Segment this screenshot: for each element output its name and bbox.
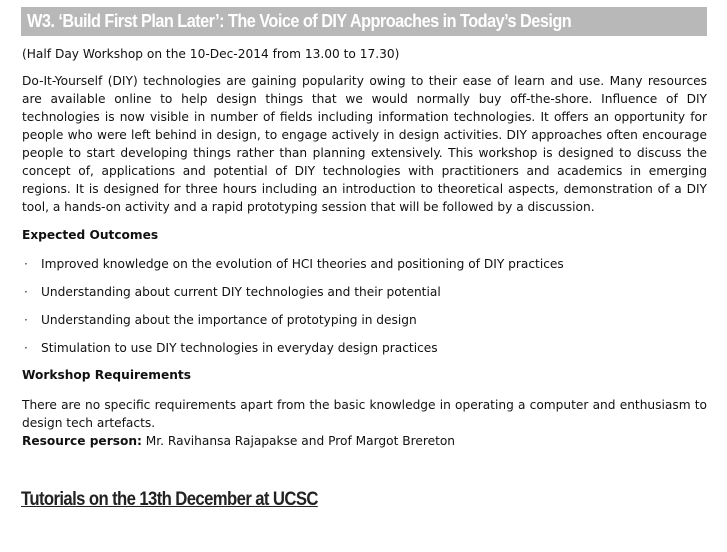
workshop-schedule: (Half Day Workshop on the 10-Dec-2014 fr… — [22, 47, 400, 61]
workshop-requirements-heading: Workshop Requirements — [22, 368, 191, 382]
bullet-icon: · — [24, 257, 28, 271]
tutorials-heading: Tutorials on the 13th December at UCSC — [21, 489, 318, 510]
workshop-requirements-text: There are no specific requirements apart… — [22, 398, 707, 430]
outcomes-list: · Improved knowledge on the evolution of… — [22, 255, 564, 367]
workshop-title-banner: W3. ‘Build First Plan Later’: The Voice … — [21, 7, 707, 36]
list-item: · Improved knowledge on the evolution of… — [22, 255, 564, 283]
list-item: · Stimulation to use DIY technologies in… — [22, 339, 564, 367]
expected-outcomes-heading: Expected Outcomes — [22, 228, 159, 242]
bullet-icon: · — [24, 285, 28, 299]
resource-person-label: Resource person: — [22, 434, 142, 448]
outcome-text: Stimulation to use DIY technologies in e… — [41, 341, 438, 355]
outcome-text: Understanding about current DIY technolo… — [41, 285, 441, 299]
workshop-description: Do-It-Yourself (DIY) technologies are ga… — [22, 74, 707, 214]
resource-person: Resource person: Mr. Ravihansa Rajapakse… — [22, 432, 707, 450]
list-item: · Understanding about the importance of … — [22, 311, 564, 339]
outcome-text: Improved knowledge on the evolution of H… — [41, 257, 564, 271]
bullet-icon: · — [24, 313, 28, 327]
workshop-title: W3. ‘Build First Plan Later’: The Voice … — [27, 10, 572, 31]
list-item: · Understanding about current DIY techno… — [22, 283, 564, 311]
resource-person-names: Mr. Ravihansa Rajapakse and Prof Margot … — [141, 434, 456, 448]
outcome-text: Understanding about the importance of pr… — [41, 313, 417, 327]
bullet-icon: · — [24, 341, 28, 355]
